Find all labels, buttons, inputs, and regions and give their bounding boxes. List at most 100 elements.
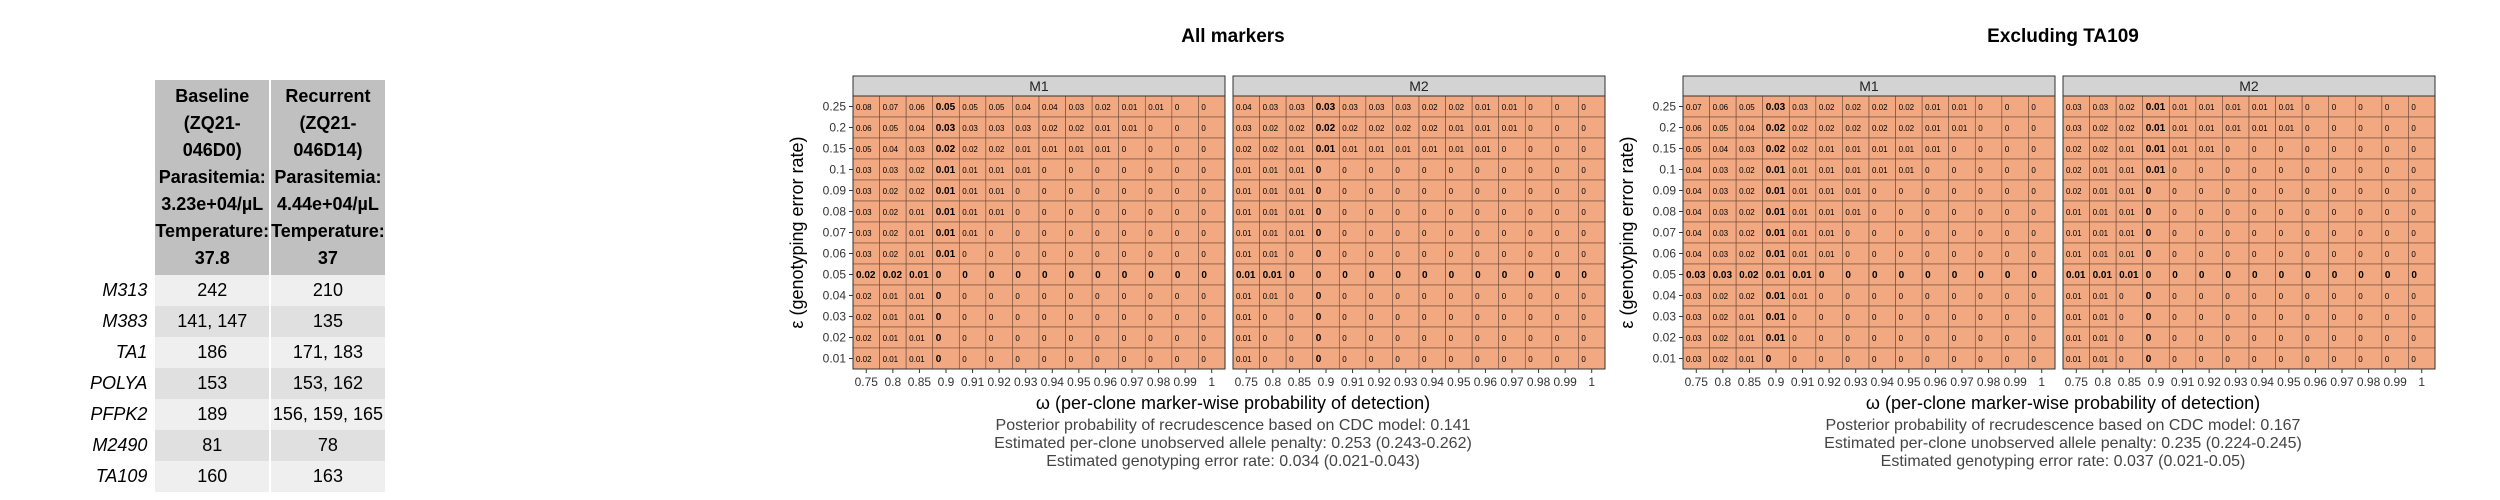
cell-value-label: 0 — [1925, 208, 1930, 217]
cell-value-label: 0 — [1201, 292, 1206, 301]
recurrent-value: 153, 162 — [270, 368, 387, 399]
cell-value-label: 0.01 — [2146, 144, 2166, 155]
cell-value-label: 0.01 — [2119, 270, 2139, 281]
cell-value-label: 0 — [1978, 250, 1983, 259]
cell-value-label: 0.01 — [1502, 124, 1518, 133]
cell-value-label: 0 — [1502, 208, 1507, 217]
cell-value-label: 0 — [2279, 145, 2284, 154]
cell-value-label: 0.02 — [1872, 124, 1888, 133]
recurrent-header: Recurrent (ZQ21-046D14) Parasitemia: 4.4… — [270, 80, 387, 275]
cell-value-label: 0.04 — [1713, 145, 1729, 154]
cell-value-label: 0 — [1555, 270, 1561, 281]
x-tick-label: 0.99 — [1173, 375, 1197, 389]
cell-value-label: 0.01 — [2119, 208, 2135, 217]
cell-value-label: 0 — [989, 334, 994, 343]
marker-table: Baseline (ZQ21-046D0) Parasitemia: 3.23e… — [90, 80, 387, 492]
cell-value-label: 0 — [2411, 187, 2416, 196]
cell-value-label: 0 — [1555, 334, 1560, 343]
cell-value-label: 0 — [1395, 270, 1401, 281]
cell-value-label: 0 — [2279, 334, 2284, 343]
cell-value-label: 0 — [2411, 313, 2416, 322]
x-tick-label: 1 — [2418, 375, 2425, 389]
cell-value-label: 0 — [1422, 355, 1427, 364]
cell-value-label: 0 — [2252, 334, 2257, 343]
cell-value-label: 0 — [1015, 334, 1020, 343]
cell-value-label: 0 — [1555, 313, 1560, 322]
cell-value-label: 0 — [2005, 313, 2010, 322]
cell-value-label: 0 — [2385, 145, 2390, 154]
cell-value-label: 0 — [2031, 124, 2036, 133]
cell-value-label: 0 — [2305, 250, 2310, 259]
x-tick-label: 0.91 — [1341, 375, 1365, 389]
cell-value-label: 0 — [1289, 313, 1294, 322]
cell-value-label: 0.01 — [2093, 355, 2109, 364]
cell-value-label: 0.02 — [1739, 270, 1759, 281]
cell-value-label: 0.03 — [856, 229, 872, 238]
cell-value-label: 0.07 — [1686, 103, 1702, 112]
cell-value-label: 0 — [1581, 270, 1587, 281]
cell-value-label: 0 — [2225, 292, 2230, 301]
cell-value-label: 0.03 — [1263, 103, 1279, 112]
cell-value-label: 0 — [2358, 187, 2363, 196]
cell-value-label: 0.01 — [1095, 124, 1111, 133]
cell-value-label: 0 — [2279, 250, 2284, 259]
cell-value-label: 0 — [2305, 229, 2310, 238]
cell-value-label: 0.02 — [856, 313, 872, 322]
cell-value-label: 0.03 — [1792, 103, 1808, 112]
cell-value-label: 0.01 — [1739, 334, 1755, 343]
cell-value-label: 0 — [1342, 313, 1347, 322]
cell-value-label: 0 — [2199, 313, 2204, 322]
cell-value-label: 0 — [2252, 166, 2257, 175]
heatmap-chart-2: Excluding TA109 M1 0.07 0.06 0.05 0.03 0.03 0.0… — [1617, 26, 2436, 470]
cell-value-label: 0 — [1978, 103, 1983, 112]
cell-value-label: 0 — [1502, 313, 1507, 322]
cell-value-label: 0 — [1872, 270, 1878, 281]
cell-value-label: 0 — [2031, 166, 2036, 175]
cell-value-label: 0 — [2031, 270, 2037, 281]
x-tick-label: 0.75 — [855, 375, 879, 389]
cell-value-label: 0.05 — [989, 103, 1005, 112]
x-tick-label: 0.94 — [2251, 375, 2275, 389]
cell-value-label: 0 — [2225, 145, 2230, 154]
cell-value-label: 0 — [2005, 292, 2010, 301]
cell-value-label: 0 — [1095, 334, 1100, 343]
cell-value-label: 0.01 — [1236, 270, 1256, 281]
x-tick-label: 0.96 — [2304, 375, 2328, 389]
x-tick-label: 0.93 — [1844, 375, 1868, 389]
y-axis-label: ε (genotyping error rate) — [1617, 136, 1637, 328]
cell-value-label: 0 — [2172, 187, 2177, 196]
cell-value-label: 0.01 — [1236, 334, 1252, 343]
cell-value-label: 0.01 — [1263, 250, 1279, 259]
cell-value-label: 0 — [1819, 313, 1824, 322]
cell-value-label: 0 — [1581, 229, 1586, 238]
cell-value-label: 0.03 — [989, 124, 1005, 133]
x-tick-label: 0.85 — [908, 375, 932, 389]
cell-value-label: 0.02 — [1069, 124, 1085, 133]
cell-value-label: 0.05 — [962, 103, 978, 112]
cell-value-label: 0.06 — [856, 124, 872, 133]
cell-value-label: 0 — [1316, 228, 1322, 239]
heatmap-panel: M1 0.07 0.06 0.05 0.03 0.03 0.02 0.02 0.02 0.02 0.… — [1653, 75, 2056, 389]
y-tick-label: 0.01 — [823, 352, 847, 366]
cell-value-label: 0.02 — [1342, 124, 1358, 133]
cell-value-label: 0.01 — [1236, 313, 1252, 322]
cell-value-label: 0 — [2031, 250, 2036, 259]
cell-value-label: 0 — [2252, 145, 2257, 154]
cell-value-label: 0.02 — [1042, 124, 1058, 133]
cell-value-label: 0 — [1122, 229, 1127, 238]
cell-value-label: 0.03 — [1713, 250, 1729, 259]
cell-value-label: 0 — [989, 270, 995, 281]
cell-value-label: 0 — [2172, 166, 2177, 175]
cell-value-label: 0 — [1015, 313, 1020, 322]
cell-value-label: 0 — [1528, 166, 1533, 175]
cell-value-label: 0 — [1316, 165, 1322, 176]
panel-header-label: M1 — [1859, 78, 1879, 94]
table-row: M313 242 210 — [90, 275, 387, 306]
cell-value-label: 0 — [1316, 354, 1322, 365]
cell-value-label: 0 — [1201, 334, 1206, 343]
cell-value-label: 0.03 — [1316, 102, 1336, 113]
cell-value-label: 0.01 — [1819, 187, 1835, 196]
cell-value-label: 0 — [2358, 270, 2364, 281]
cell-value-label: 0.01 — [909, 229, 925, 238]
cell-value-label: 0 — [1581, 124, 1586, 133]
